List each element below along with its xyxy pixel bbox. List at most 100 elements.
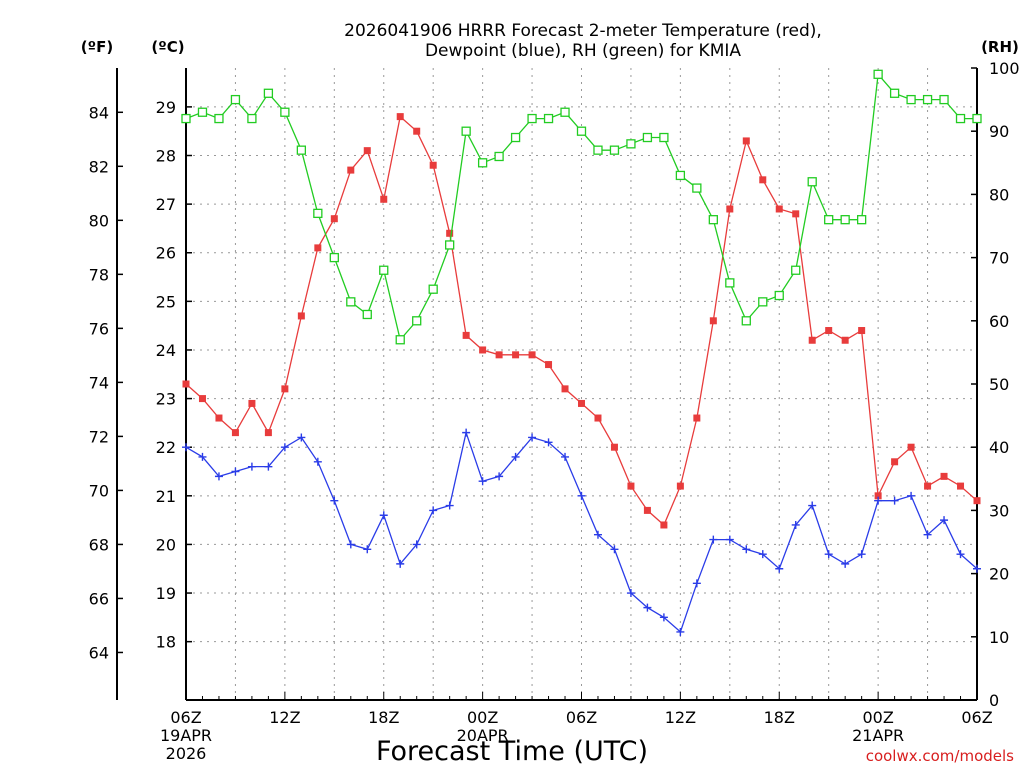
temperature-point	[874, 492, 882, 500]
time-tick-label: 12Z	[665, 708, 696, 727]
rh-point	[774, 290, 784, 301]
dewpoint-point	[495, 472, 504, 481]
temperature-point	[561, 385, 569, 393]
rh-point	[889, 88, 900, 98]
rh-point	[922, 94, 933, 105]
celsius-tick-label: 27	[156, 195, 176, 214]
temperature-point	[709, 317, 717, 325]
dewpoint-point	[313, 457, 322, 466]
temperature-point	[643, 506, 651, 514]
rh-point	[972, 113, 982, 124]
fahrenheit-tick-label: 70	[89, 481, 109, 500]
fahrenheit-tick-label: 84	[89, 103, 109, 122]
rh-point	[296, 145, 307, 155]
celsius-tick-label: 19	[156, 584, 176, 603]
time-tick-label: 18Z	[368, 708, 399, 727]
dewpoint-point	[214, 472, 223, 481]
rh-tick-label: 70	[989, 249, 1009, 268]
dewpoint-point	[280, 443, 289, 452]
axes	[116, 68, 978, 701]
temperature-point	[676, 482, 684, 490]
temperature-point	[726, 205, 734, 213]
dewpoint-point	[742, 545, 751, 554]
fahrenheit-tick-label: 74	[89, 373, 109, 392]
temperature-point	[495, 351, 503, 359]
dewpoint-point	[676, 627, 685, 636]
temperature-point	[841, 336, 849, 344]
dewpoint-point	[610, 545, 619, 554]
temperature-point	[363, 147, 371, 155]
fahrenheit-tick-label: 82	[89, 157, 109, 176]
rh-point	[510, 132, 521, 143]
rh-tick-label: 0	[989, 691, 999, 710]
dewpoint-point	[231, 467, 240, 476]
dewpoint-point	[445, 501, 454, 510]
rh-point	[856, 215, 867, 225]
temperature-point	[973, 497, 981, 505]
rh-point	[445, 240, 455, 250]
chart-title-line2: Dewpoint (blue), RH (green) for KMIA	[425, 41, 741, 61]
temperature-point	[858, 327, 866, 335]
dewpoint-point	[577, 491, 586, 500]
temperature-point	[610, 443, 618, 451]
dewpoint-point	[462, 428, 471, 437]
rh-point	[181, 113, 191, 124]
fahrenheit-tick-label: 72	[89, 427, 109, 446]
celsius-tick-label: 26	[156, 244, 176, 263]
rh-point	[313, 208, 323, 219]
temperature-point	[297, 312, 305, 320]
temperature-point	[314, 244, 322, 252]
temperature-point	[594, 414, 602, 422]
rh-point	[840, 215, 850, 225]
rh-point	[824, 215, 834, 225]
rh-series	[181, 69, 982, 345]
dewpoint-point	[626, 589, 635, 598]
fahrenheit-tick-label: 64	[89, 643, 109, 662]
rh-tick-label: 40	[989, 438, 1009, 457]
temperature-point	[940, 472, 948, 480]
celsius-tick-label: 18	[156, 633, 176, 652]
time-tick-label: 00Z	[467, 708, 498, 727]
temperature-point	[759, 176, 767, 184]
temperature-point	[891, 458, 899, 466]
rh-point	[263, 88, 274, 98]
dewpoint-point	[264, 462, 273, 471]
fahrenheit-axis-unit: (ºF)	[81, 38, 113, 56]
rh-tick-label: 50	[989, 375, 1009, 394]
x-axis-label: Forecast Time (UTC)	[376, 736, 648, 767]
dewpoint-point	[973, 564, 981, 573]
rh-tick-label: 100	[989, 59, 1020, 78]
dewpoint-point	[857, 550, 866, 559]
dewpoint-point	[544, 438, 553, 447]
dewpoint-point	[198, 452, 207, 461]
temperature-point	[231, 429, 239, 437]
dewpoint-point	[890, 496, 899, 505]
rh-point	[675, 170, 686, 181]
dewpoint-point	[297, 433, 306, 442]
fahrenheit-tick-label: 78	[89, 265, 109, 284]
dewpoint-point	[659, 613, 668, 622]
rh-point	[362, 309, 372, 320]
dewpoint-point	[808, 501, 817, 510]
rh-point	[494, 151, 504, 162]
rh-point	[412, 316, 422, 326]
rh-point	[609, 145, 620, 155]
celsius-tick-label: 21	[156, 487, 176, 506]
temperature-point	[693, 414, 701, 422]
dewpoint-point	[824, 550, 833, 559]
time-tick-label: 12Z	[269, 708, 300, 727]
rh-point	[247, 113, 257, 124]
rh-point	[329, 252, 339, 263]
fahrenheit-tick-label: 66	[89, 589, 109, 608]
temperature-point	[182, 380, 190, 388]
temperature-point	[808, 336, 816, 344]
temperature-point	[347, 166, 355, 174]
fahrenheit-axis: 84 82 80 78 76 74 72 70 68 66 64	[89, 103, 123, 662]
celsius-tick-label: 22	[156, 438, 176, 457]
rh-tick-label: 60	[989, 312, 1009, 331]
rh-tick-label: 80	[989, 185, 1009, 204]
rh-tick-label: 20	[989, 565, 1009, 584]
temperature-point	[198, 395, 206, 403]
date-label: 19APR	[160, 726, 212, 745]
